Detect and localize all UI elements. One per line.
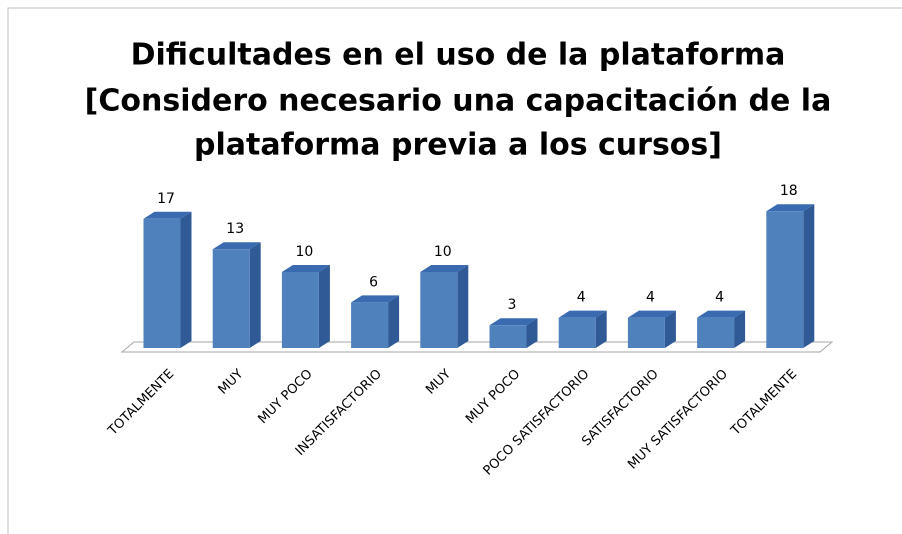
bar xyxy=(627,310,676,348)
bar-top xyxy=(558,310,607,318)
bar-side xyxy=(388,295,400,348)
x-tick-label: TOTALMENTE xyxy=(728,367,801,440)
bar-side xyxy=(249,242,261,348)
bar-front xyxy=(627,317,665,348)
data-label: 4 xyxy=(577,290,586,306)
data-label: 10 xyxy=(295,244,313,260)
data-label: 13 xyxy=(226,221,244,237)
bar xyxy=(558,310,607,348)
bar-side xyxy=(457,265,469,348)
bar-front xyxy=(281,272,319,348)
chart-title: [Considero necesario una capacitación de… xyxy=(85,84,832,119)
data-label: 18 xyxy=(780,183,798,199)
bar-front xyxy=(766,211,804,348)
x-tick-label: MUY xyxy=(216,367,247,398)
bar xyxy=(766,204,815,348)
x-tick-label: MUY xyxy=(423,367,454,398)
chart-title: Dificultades en el uso de la plataforma xyxy=(131,38,786,73)
bar-top xyxy=(351,295,400,303)
bar-side xyxy=(180,211,192,348)
bar-top xyxy=(697,310,746,318)
x-tick-label: MUY POCO xyxy=(463,367,523,427)
bar-side xyxy=(595,310,607,348)
data-label: 17 xyxy=(157,191,175,207)
data-label: 6 xyxy=(369,274,378,290)
bar-front xyxy=(697,317,735,348)
bar xyxy=(351,295,400,348)
bar-top xyxy=(420,265,469,272)
bar xyxy=(281,265,330,348)
bar xyxy=(143,211,192,348)
bar-side xyxy=(664,310,676,348)
x-tick-label: MUY POCO xyxy=(255,367,315,427)
bar-top xyxy=(143,211,192,219)
chart-frame xyxy=(7,7,902,534)
bar-top xyxy=(627,310,676,318)
bar xyxy=(697,310,746,348)
data-label: 4 xyxy=(646,290,655,306)
bar-front xyxy=(143,218,181,348)
bar-top xyxy=(489,318,538,326)
bar-top xyxy=(766,204,815,212)
data-label: 3 xyxy=(508,297,517,313)
data-label: 4 xyxy=(715,290,724,306)
bar-side xyxy=(318,265,330,348)
data-label: 10 xyxy=(434,244,452,260)
bar xyxy=(212,242,261,348)
bar-side xyxy=(734,310,746,348)
bar-front xyxy=(558,317,596,348)
bar-front xyxy=(212,249,250,348)
bar-top xyxy=(281,265,330,272)
bar xyxy=(489,318,538,348)
bar-side xyxy=(803,204,815,348)
bar-front xyxy=(351,302,389,348)
bar-side xyxy=(526,318,538,348)
bar-front xyxy=(489,325,527,348)
chart-title: plataforma previa a los cursos] xyxy=(194,128,722,163)
bar-front xyxy=(420,272,458,348)
x-tick-label: TOTALMENTE xyxy=(105,367,178,440)
bar xyxy=(420,265,469,348)
bar-top xyxy=(212,242,261,250)
